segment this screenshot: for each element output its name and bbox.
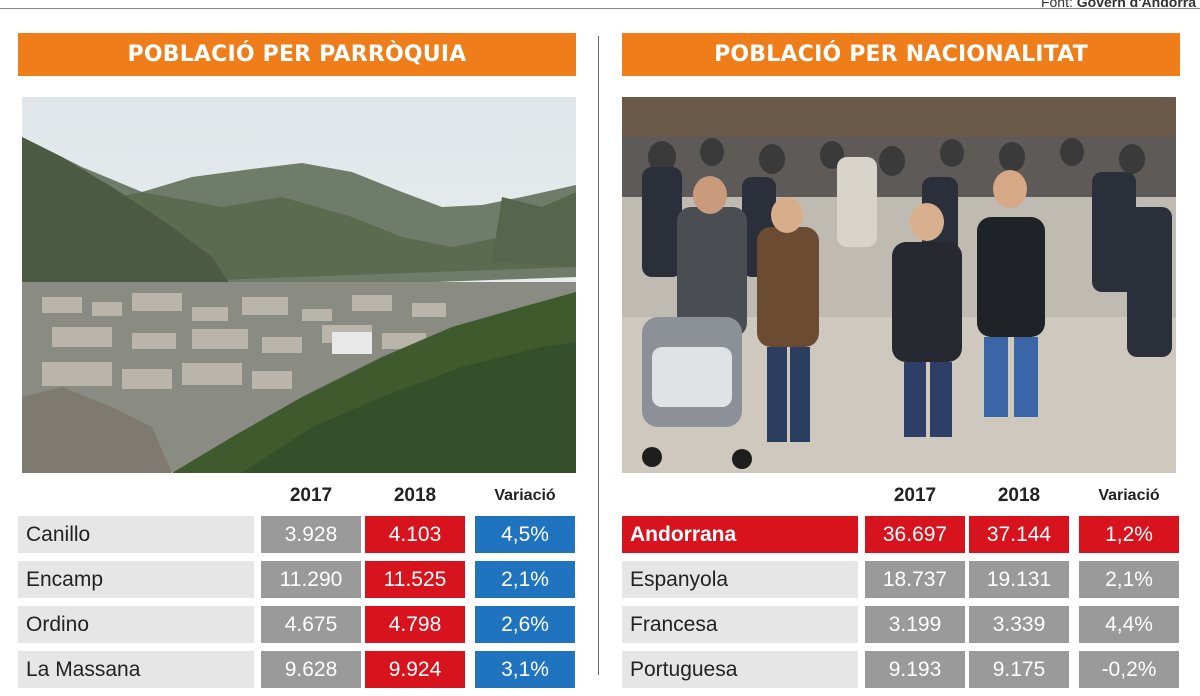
nationality-title: POBLACIÓ PER NACIONALITAT [622, 33, 1180, 76]
value-variation: 2,1% [475, 561, 575, 598]
table-row: La Massana 9.628 9.924 3,1% [18, 651, 576, 688]
value-2018: 37.144 [969, 516, 1069, 553]
header-2018: 2018 [393, 485, 437, 506]
nationality-table-header: 2017 2018 Variació [622, 485, 1180, 511]
value-2017: 9.628 [261, 651, 361, 688]
table-row: Encamp 11.290 11.525 2,1% [18, 561, 576, 598]
value-variation: -0,2% [1079, 651, 1179, 688]
top-rule [0, 8, 1200, 9]
header-variation: Variació [494, 487, 556, 504]
table-row: Espanyola 18.737 19.131 2,1% [622, 561, 1180, 598]
table-row: Portuguesa 9.193 9.175 -0,2% [622, 651, 1180, 688]
header-2017: 2017 [893, 485, 937, 506]
value-2017: 11.290 [261, 561, 361, 598]
value-variation: 1,2% [1079, 516, 1179, 553]
value-variation: 2,1% [1079, 561, 1179, 598]
value-2017: 9.193 [865, 651, 965, 688]
value-2017: 3.928 [261, 516, 361, 553]
table-row: Francesa 3.199 3.339 4,4% [622, 606, 1180, 643]
column-divider [598, 36, 599, 675]
nationality-name: Andorrana [622, 516, 858, 553]
value-2018: 3.339 [969, 606, 1069, 643]
value-2017: 4.675 [261, 606, 361, 643]
table-row: Ordino 4.675 4.798 2,6% [18, 606, 576, 643]
nationality-panel: POBLACIÓ PER NACIONALITAT [622, 33, 1180, 688]
parish-name: Canillo [18, 516, 254, 553]
source-prefix: Font: [1040, 0, 1077, 10]
value-2018: 4.103 [365, 516, 465, 553]
parish-table: Canillo 3.928 4.103 4,5% Encamp 11.290 1… [18, 516, 576, 696]
table-row: Canillo 3.928 4.103 4,5% [18, 516, 576, 553]
value-2017: 18.737 [865, 561, 965, 598]
parish-name: Encamp [18, 561, 254, 598]
valley-town-landscape-photo [22, 97, 576, 473]
value-variation: 3,1% [475, 651, 575, 688]
value-2017: 36.697 [865, 516, 965, 553]
header-2017: 2017 [289, 485, 333, 506]
value-variation: 4,5% [475, 516, 575, 553]
nationality-name: Portuguesa [622, 651, 858, 688]
street-crowd-photo [622, 97, 1176, 473]
nationality-name: Francesa [622, 606, 858, 643]
source-name: Govern d'Andorra [1076, 0, 1196, 10]
value-2018: 11.525 [365, 561, 465, 598]
header-variation: Variació [1098, 487, 1160, 504]
parish-table-header: 2017 2018 Variació [18, 485, 576, 511]
value-2018: 9.924 [365, 651, 465, 688]
nationality-name: Espanyola [622, 561, 858, 598]
value-2018: 9.175 [969, 651, 1069, 688]
value-2017: 3.199 [865, 606, 965, 643]
header-2018: 2018 [997, 485, 1041, 506]
value-2018: 4.798 [365, 606, 465, 643]
source-credit: Font: Govern d'Andorra [1041, 0, 1196, 10]
parish-title: POBLACIÓ PER PARRÒQUIA [18, 33, 576, 76]
table-row-highlighted: Andorrana 36.697 37.144 1,2% [622, 516, 1180, 553]
parish-name: La Massana [18, 651, 254, 688]
value-variation: 4,4% [1079, 606, 1179, 643]
value-2018: 19.131 [969, 561, 1069, 598]
parish-panel: POBLACIÓ PER PARRÒQUIA [18, 33, 576, 688]
parish-name: Ordino [18, 606, 254, 643]
nationality-table: Andorrana 36.697 37.144 1,2% Espanyola 1… [622, 516, 1180, 696]
value-variation: 2,6% [475, 606, 575, 643]
